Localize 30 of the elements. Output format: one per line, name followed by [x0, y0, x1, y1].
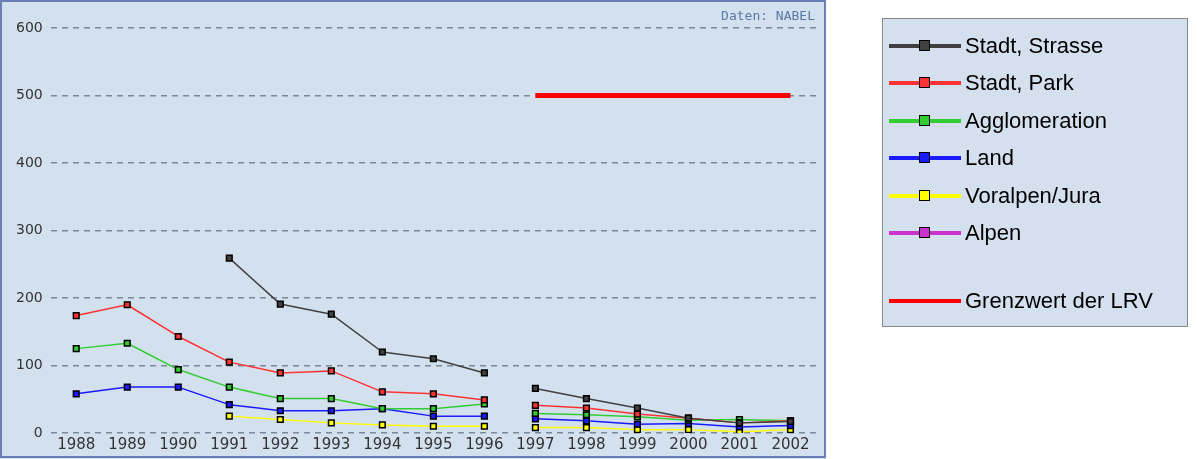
- text: Daten: NABEL: [721, 7, 816, 23]
- x-tick-label: 1995: [414, 434, 453, 453]
- x-tick-label: 1991: [210, 434, 249, 453]
- x-tick-label: 1999: [618, 434, 657, 453]
- y-tick-label: 100: [15, 356, 43, 373]
- x-tick-label: 1988: [57, 434, 96, 453]
- x-tick-label: 2001: [720, 434, 759, 453]
- y-tick-label: 300: [15, 221, 43, 238]
- x-tick-label: 2000: [669, 434, 708, 453]
- y-tick-label: 400: [15, 153, 43, 170]
- legend-label: Alpen: [965, 220, 1022, 247]
- legend-label: Agglomeration: [965, 107, 1107, 134]
- legend-label: Stadt, Park: [965, 70, 1074, 97]
- x-tick-label: 1997: [516, 434, 555, 453]
- x-tick-label: 1996: [465, 434, 504, 453]
- x-tick-label: 1990: [159, 434, 198, 453]
- legend-label: Voralpen/Jura: [965, 182, 1101, 209]
- legend-label: Stadt, Strasse: [965, 32, 1104, 59]
- x-tick-label: 2002: [771, 434, 810, 453]
- x-tick-label: 1993: [312, 434, 351, 453]
- x-tick-label: 1992: [261, 434, 300, 453]
- y-tick-label: 500: [15, 86, 43, 103]
- x-tick-label: 1994: [363, 434, 402, 453]
- legend-label: Land: [965, 145, 1014, 172]
- y-tick-label: 200: [15, 288, 43, 305]
- legend-label: Grenzwert der LRV: [965, 287, 1153, 314]
- x-tick-label: 1989: [108, 434, 147, 453]
- x-tick-label: 1998: [567, 434, 606, 453]
- y-tick-label: 600: [15, 18, 43, 35]
- y-tick-label: 0: [33, 423, 43, 440]
